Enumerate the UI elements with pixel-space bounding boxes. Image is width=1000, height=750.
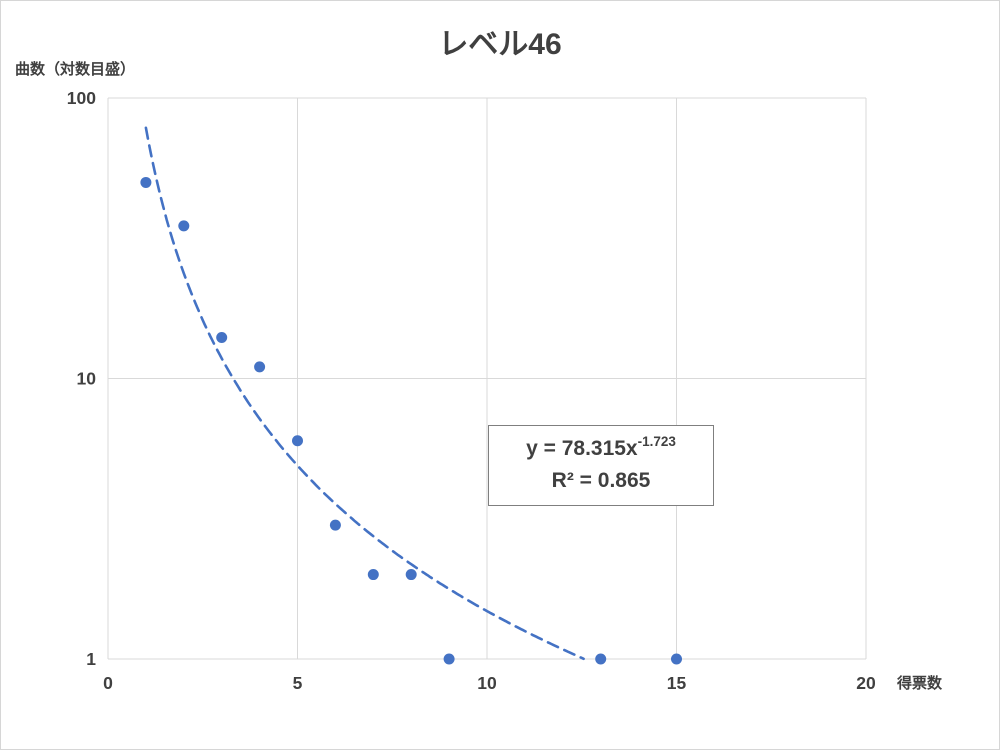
trendline-equation: y = 78.315x-1.723 xyxy=(493,433,709,465)
data-point xyxy=(254,361,266,373)
r-squared-value: R² = 0.865 xyxy=(551,468,651,492)
x-tick-label: 0 xyxy=(103,673,113,693)
y-tick-label: 1 xyxy=(86,649,96,669)
data-point xyxy=(329,519,341,531)
equation-exponent: -1.723 xyxy=(637,434,676,449)
data-point xyxy=(292,435,303,447)
x-axis-title: 得票数 xyxy=(897,675,943,692)
x-tick-label: 15 xyxy=(667,673,687,693)
equation-base: y = 78.315x xyxy=(526,437,638,460)
y-tick-label: 100 xyxy=(67,88,96,108)
data-point xyxy=(595,653,607,665)
trendline xyxy=(144,126,585,661)
y-axis-title: 曲数（対数目盛） xyxy=(15,61,136,78)
data-point xyxy=(367,569,379,581)
trendline-equation-box: y = 78.315x-1.723 R² = 0.865 xyxy=(488,425,714,506)
data-point xyxy=(140,176,152,188)
data-point xyxy=(216,332,228,344)
data-point xyxy=(671,653,682,665)
x-tick-label: 20 xyxy=(856,673,876,693)
x-tick-label: 10 xyxy=(477,673,497,693)
data-point xyxy=(443,653,455,665)
chart-title: レベル46 xyxy=(438,28,562,61)
data-point xyxy=(178,220,190,232)
x-tick-label: 5 xyxy=(293,673,303,693)
data-point xyxy=(405,569,417,581)
y-tick-label: 10 xyxy=(77,369,97,389)
